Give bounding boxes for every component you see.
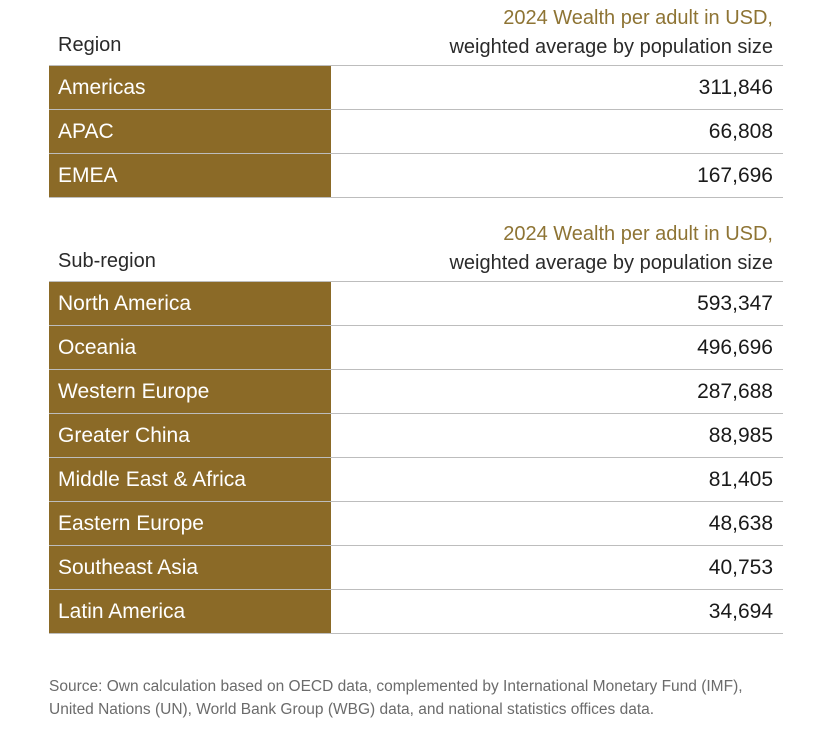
region-table-header: Region 2024 Wealth per adult in USD, wei… (49, 0, 783, 66)
source-note: Source: Own calculation based on OECD da… (49, 678, 743, 718)
subregion-value-header-line1: 2024 Wealth per adult in USD, (503, 223, 773, 245)
region-column-label: Region (58, 34, 122, 56)
subregion-value-header: 2024 Wealth per adult in USD, weighted a… (449, 220, 773, 278)
row-label: EMEA (49, 154, 331, 197)
table-row: Western Europe 287,688 (49, 370, 783, 414)
row-value: 66,808 (708, 120, 773, 143)
row-value: 81,405 (708, 468, 773, 491)
table-row: Latin America 34,694 (49, 590, 783, 634)
row-value: 496,696 (697, 336, 773, 359)
row-value: 593,347 (697, 292, 773, 315)
row-label: Greater China (49, 414, 331, 457)
subregion-column-label: Sub-region (58, 250, 156, 272)
row-label: Southeast Asia (49, 546, 331, 589)
table-row: EMEA 167,696 (49, 154, 783, 198)
table-row: Americas 311,846 (49, 66, 783, 110)
row-label: Eastern Europe (49, 502, 331, 545)
row-label: Latin America (49, 590, 331, 633)
table-row: Southeast Asia 40,753 (49, 546, 783, 590)
subregion-value-header-line2: weighted average by population size (449, 252, 773, 274)
row-value: 34,694 (708, 600, 773, 623)
subregion-table-header: Sub-region 2024 Wealth per adult in USD,… (49, 216, 783, 282)
row-label: APAC (49, 110, 331, 153)
row-label: Western Europe (49, 370, 331, 413)
region-table: Region 2024 Wealth per adult in USD, wei… (49, 0, 783, 198)
subregion-table: Sub-region 2024 Wealth per adult in USD,… (49, 216, 783, 634)
row-value: 287,688 (697, 380, 773, 403)
region-value-header-line1: 2024 Wealth per adult in USD, (503, 7, 773, 29)
row-label: North America (49, 282, 331, 325)
table-row: Middle East & Africa 81,405 (49, 458, 783, 502)
region-value-header: 2024 Wealth per adult in USD, weighted a… (449, 4, 773, 62)
row-value: 40,753 (708, 556, 773, 579)
row-value: 167,696 (697, 164, 773, 187)
row-value: 88,985 (708, 424, 773, 447)
table-row: APAC 66,808 (49, 110, 783, 154)
row-label: Americas (49, 66, 331, 109)
row-label: Oceania (49, 326, 331, 369)
row-value: 311,846 (698, 76, 773, 99)
table-row: Greater China 88,985 (49, 414, 783, 458)
table-row: Eastern Europe 48,638 (49, 502, 783, 546)
table-row: Oceania 496,696 (49, 326, 783, 370)
region-value-header-line2: weighted average by population size (449, 36, 773, 58)
table-row: North America 593,347 (49, 282, 783, 326)
row-value: 48,638 (708, 512, 773, 535)
row-label: Middle East & Africa (49, 458, 331, 501)
